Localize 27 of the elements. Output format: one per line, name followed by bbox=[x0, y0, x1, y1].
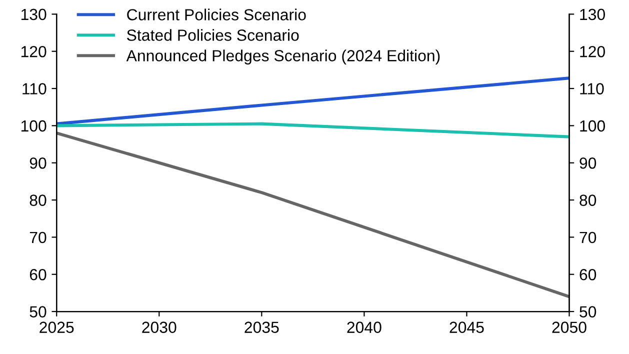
y-tick-label: 80 bbox=[30, 194, 46, 206]
y2-tick-label: 60 bbox=[580, 268, 596, 280]
y-tick-label: 130 bbox=[21, 8, 46, 20]
y2-tick-label: 120 bbox=[580, 46, 605, 58]
y2-tick-label: 80 bbox=[580, 194, 596, 206]
legend-label: Announced Pledges Scenario (2024 Edition) bbox=[126, 50, 440, 64]
x-tick-label: 2050 bbox=[552, 322, 586, 333]
y-tick-label: 110 bbox=[22, 83, 46, 94]
x-tick-label: 2035 bbox=[244, 322, 279, 333]
y-tick-label: 90 bbox=[30, 157, 46, 169]
x-tick-label: 2040 bbox=[347, 322, 382, 333]
y2-tick-label: 110 bbox=[580, 83, 604, 94]
legend-label: Stated Policies Scenario bbox=[127, 29, 299, 41]
y2-tick-label: 90 bbox=[580, 157, 596, 169]
x-tick-label: 2025 bbox=[40, 322, 74, 333]
y-tick-label: 60 bbox=[30, 268, 46, 280]
y-tick-label: 70 bbox=[30, 232, 46, 244]
y2-tick-label: 70 bbox=[580, 232, 596, 244]
y-tick-label: 120 bbox=[21, 46, 46, 58]
x-tick-label: 2030 bbox=[142, 322, 176, 333]
legend-label: Current Policies Scenario bbox=[127, 8, 306, 20]
y2-tick-label: 50 bbox=[580, 306, 596, 318]
y2-tick-label: 130 bbox=[580, 8, 605, 20]
y-tick-label: 100 bbox=[21, 120, 46, 132]
x-tick-label: 2045 bbox=[450, 322, 484, 333]
y-tick-label: 50 bbox=[30, 306, 46, 318]
y2-tick-label: 100 bbox=[580, 120, 605, 132]
